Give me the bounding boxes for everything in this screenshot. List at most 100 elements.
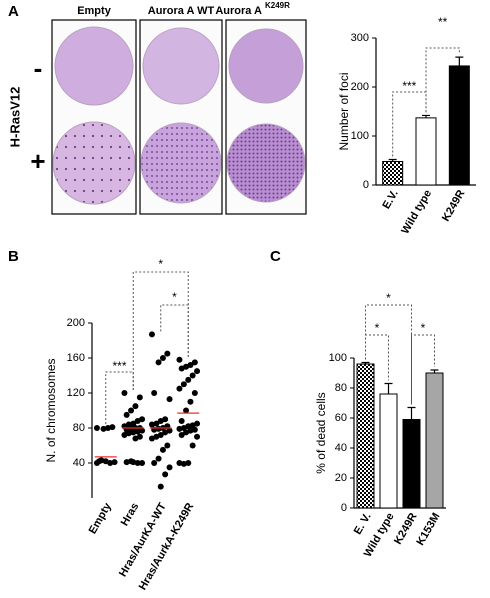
point <box>162 471 169 478</box>
bar <box>415 117 437 186</box>
panel-label: B <box>8 248 19 265</box>
point <box>151 390 158 396</box>
y-tick-label: 200 <box>351 81 369 93</box>
x-tick-label: E. V. <box>352 511 374 537</box>
point <box>185 376 192 383</box>
significance-bracket <box>365 304 412 405</box>
bar <box>425 372 444 509</box>
x-tick-label: Wild type <box>399 188 434 236</box>
row-header: - <box>34 53 43 83</box>
point <box>164 350 171 357</box>
y-tick-label: 40 <box>335 442 347 454</box>
point <box>130 459 137 466</box>
error-bar <box>430 369 439 373</box>
y-tick-label: 100 <box>329 352 347 364</box>
point <box>194 433 201 440</box>
significance-label: *** <box>402 79 416 93</box>
point <box>187 398 194 405</box>
bar <box>379 393 398 509</box>
error-bar <box>361 361 370 364</box>
point <box>134 418 141 424</box>
significance-bracket <box>392 91 427 157</box>
point <box>148 331 155 338</box>
point <box>157 483 164 490</box>
point <box>157 418 164 424</box>
y-tick-label: 100 <box>351 130 369 142</box>
y-tick-label: 160 <box>67 352 85 364</box>
point <box>178 432 185 438</box>
point <box>189 442 196 449</box>
point <box>178 418 185 424</box>
point <box>159 355 166 361</box>
point <box>123 411 130 418</box>
significance-label: * <box>421 321 426 335</box>
panel-label: A <box>8 3 19 20</box>
significance-bracket <box>132 271 189 390</box>
point <box>121 432 128 438</box>
point <box>180 381 187 388</box>
significance-label: *** <box>112 359 126 373</box>
y-tick-label: 300 <box>351 32 369 44</box>
x-tick-label: E.V. <box>380 188 400 211</box>
significance-label: * <box>172 290 177 304</box>
error-bar <box>388 158 397 162</box>
point <box>155 455 162 462</box>
significance-label: ** <box>438 15 448 29</box>
point <box>194 368 201 375</box>
bar <box>356 363 375 509</box>
error-bar <box>422 114 430 118</box>
y-tick-label: 80 <box>73 422 85 434</box>
y-tick-label: 0 <box>363 179 369 191</box>
point <box>93 425 100 431</box>
significance-label: * <box>158 257 163 271</box>
significance-bracket <box>160 304 189 357</box>
point <box>93 460 100 466</box>
y-tick-label: 20 <box>335 472 347 484</box>
point <box>136 394 143 401</box>
row-label: H-RasV12 <box>7 87 22 148</box>
point <box>132 403 139 410</box>
bar <box>402 419 421 509</box>
bar <box>448 65 470 186</box>
point <box>128 407 135 414</box>
y-tick-label: 0 <box>341 502 347 514</box>
row-header: + <box>30 146 45 176</box>
column-header: Aurora A <box>215 5 262 17</box>
point <box>148 421 155 428</box>
point <box>191 390 198 396</box>
x-tick-label: Hras <box>119 501 142 528</box>
y-tick-label: 80 <box>335 382 347 394</box>
point <box>178 365 185 372</box>
point <box>183 429 190 436</box>
point <box>123 459 130 466</box>
error-bar <box>407 406 416 420</box>
point <box>183 407 190 414</box>
y-tick-label: 40 <box>73 457 85 469</box>
point <box>176 460 183 466</box>
panel-label: C <box>270 248 281 265</box>
point <box>176 356 183 363</box>
point <box>191 359 198 366</box>
error-bar <box>455 56 464 66</box>
point <box>148 435 155 442</box>
y-axis-label: % of dead cells <box>314 392 328 473</box>
point <box>176 425 183 432</box>
point <box>98 457 105 464</box>
significance-label: * <box>386 291 391 305</box>
y-tick-label: 60 <box>335 412 347 424</box>
error-bar <box>384 382 393 394</box>
bar <box>382 160 404 186</box>
y-tick-label: 200 <box>67 317 85 329</box>
x-tick-label: Empty <box>87 500 115 536</box>
point <box>159 446 166 453</box>
significance-label: * <box>375 321 380 335</box>
point <box>132 435 139 442</box>
point <box>162 429 169 436</box>
significance-bracket <box>411 334 435 405</box>
y-axis-label: Number of foci <box>337 72 351 150</box>
point <box>121 390 128 396</box>
point <box>164 442 171 449</box>
point <box>100 425 107 432</box>
significance-bracket <box>425 47 460 113</box>
